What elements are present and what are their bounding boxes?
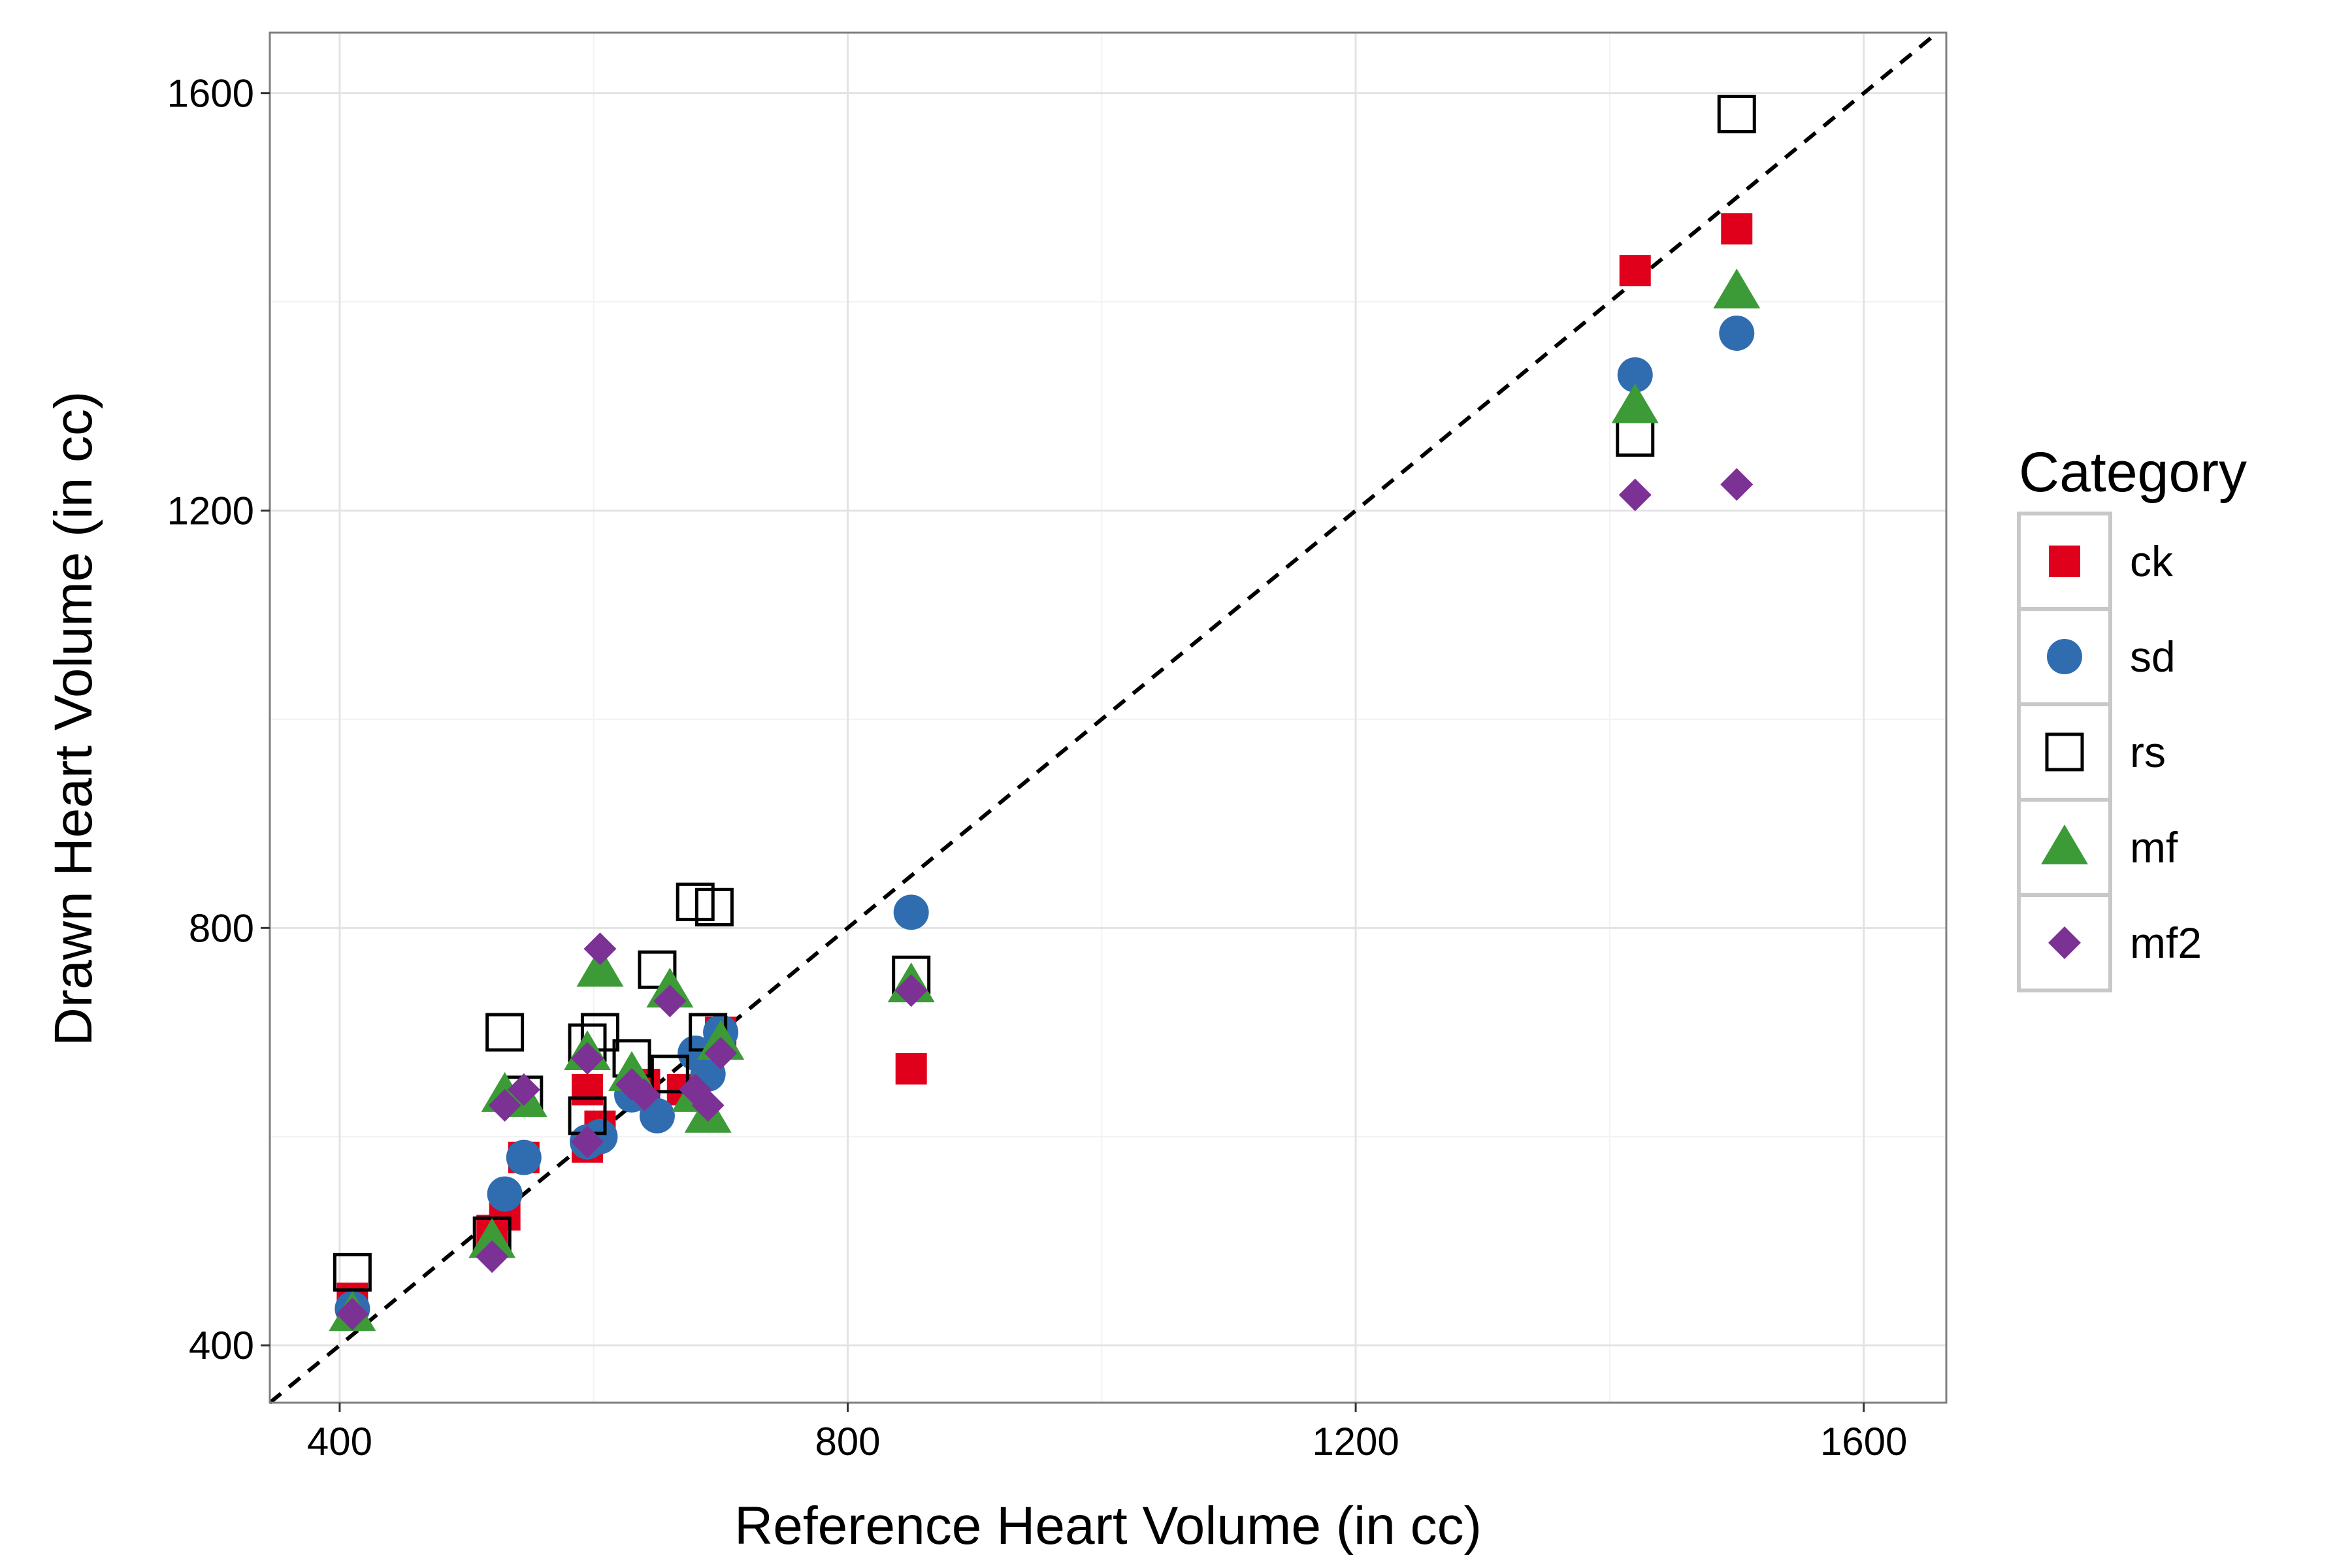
plot-panel-border bbox=[269, 31, 1948, 1404]
legend-key-sd bbox=[2047, 639, 2082, 674]
data-points bbox=[329, 95, 1761, 1331]
data-point-rs bbox=[580, 1013, 619, 1052]
data-point-mf bbox=[576, 947, 624, 987]
x-axis-title: Reference Heart Volume (in cc) bbox=[734, 1496, 1482, 1556]
data-point-mf2 bbox=[336, 1298, 369, 1331]
data-point-rs bbox=[650, 1054, 689, 1094]
legend-item-ck: ck bbox=[2017, 512, 2174, 611]
legend-key-box bbox=[2017, 702, 2112, 802]
y-tick-label: 1200 bbox=[167, 489, 254, 532]
legend-item-mf2: mf2 bbox=[2017, 893, 2202, 992]
y-tick-label: 1600 bbox=[167, 72, 254, 116]
data-point-rs bbox=[333, 1252, 372, 1292]
data-point-mf bbox=[1611, 383, 1659, 423]
data-point-ck bbox=[1721, 213, 1753, 245]
data-point-sd bbox=[893, 894, 929, 930]
y-tick-label: 400 bbox=[189, 1324, 254, 1367]
data-point-rs bbox=[485, 1013, 525, 1052]
reference-line-group bbox=[269, 31, 1939, 1405]
legend: Category ck sd rs mf mf2 bbox=[2017, 441, 2247, 992]
data-point-rs bbox=[638, 950, 677, 989]
data-point-ck bbox=[571, 1073, 603, 1105]
data-point-mf bbox=[1713, 269, 1761, 309]
y-tick-label: 800 bbox=[189, 906, 254, 950]
legend-item-mf: mf bbox=[2017, 798, 2178, 897]
x-tick-label: 1600 bbox=[1820, 1420, 1907, 1463]
data-point-ck bbox=[895, 1053, 927, 1085]
data-point-mf2 bbox=[653, 985, 687, 1018]
x-tick-label: 400 bbox=[307, 1420, 372, 1463]
legend-label-ck: ck bbox=[2130, 537, 2174, 585]
data-point-rs bbox=[694, 887, 734, 926]
data-point-mf2 bbox=[691, 1088, 725, 1122]
axes: 400 800 1200 1600 400 800 1200 1600 bbox=[167, 72, 1908, 1463]
data-point-rs bbox=[1717, 95, 1756, 134]
legend-label-mf: mf bbox=[2130, 823, 2178, 872]
legend-title: Category bbox=[2019, 441, 2247, 504]
data-point-sd bbox=[487, 1176, 523, 1212]
legend-label-mf2: mf2 bbox=[2130, 919, 2202, 967]
identity-reference-line bbox=[269, 31, 1939, 1405]
data-point-mf2 bbox=[704, 1036, 738, 1070]
legend-label-rs: rs bbox=[2130, 728, 2166, 776]
legend-key-mf2 bbox=[2048, 926, 2081, 959]
data-point-mf2 bbox=[1618, 478, 1652, 512]
legend-item-sd: sd bbox=[2017, 607, 2176, 706]
data-point-mf2 bbox=[476, 1240, 509, 1273]
data-point-mf bbox=[468, 1218, 516, 1258]
grid-lines bbox=[270, 33, 1946, 1403]
legend-key-ck bbox=[2049, 546, 2080, 577]
legend-key-mf bbox=[2041, 825, 2088, 864]
data-point-mf2 bbox=[507, 1073, 540, 1106]
data-point-mf2 bbox=[570, 1125, 604, 1158]
legend-label-sd: sd bbox=[2130, 632, 2176, 681]
data-point-sd bbox=[1719, 315, 1755, 351]
data-point-mf2 bbox=[1720, 468, 1754, 501]
data-point-sd bbox=[1617, 357, 1653, 393]
data-point-mf2 bbox=[583, 932, 617, 966]
y-axis-title: Drawn Heart Volume (in cc) bbox=[44, 391, 103, 1047]
data-point-mf2 bbox=[570, 1041, 604, 1075]
data-point-sd bbox=[506, 1139, 542, 1175]
x-tick-label: 800 bbox=[815, 1420, 880, 1463]
data-point-mf2 bbox=[894, 974, 928, 1007]
legend-key-rs bbox=[2045, 732, 2084, 772]
data-point-mf2 bbox=[488, 1088, 521, 1122]
data-point-ck bbox=[1619, 255, 1651, 287]
x-tick-label: 1200 bbox=[1312, 1420, 1399, 1463]
legend-item-rs: rs bbox=[2017, 702, 2166, 802]
series-mf2 bbox=[336, 468, 1754, 1331]
data-point-mf2 bbox=[628, 1078, 661, 1111]
